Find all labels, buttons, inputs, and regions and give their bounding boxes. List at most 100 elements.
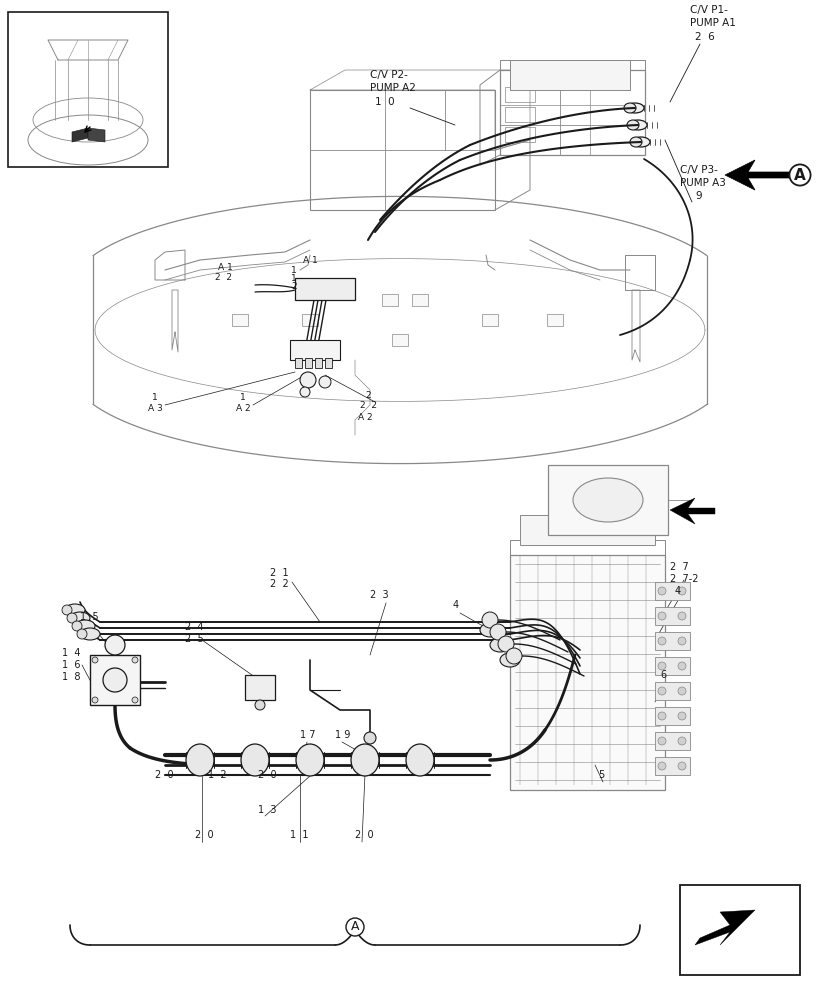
- Circle shape: [678, 737, 686, 745]
- Bar: [655, 707, 690, 725]
- Bar: [505, 87, 535, 102]
- Bar: [392, 334, 408, 346]
- Circle shape: [77, 629, 87, 639]
- Ellipse shape: [626, 103, 644, 113]
- Circle shape: [103, 668, 127, 692]
- Ellipse shape: [75, 620, 95, 632]
- Circle shape: [482, 612, 498, 628]
- Text: 2  2: 2 2: [360, 401, 377, 410]
- Ellipse shape: [65, 604, 85, 616]
- Text: 2  2: 2 2: [270, 579, 289, 589]
- Text: 1  8: 1 8: [62, 672, 81, 682]
- Circle shape: [92, 697, 98, 703]
- Text: 5: 5: [598, 770, 605, 780]
- Bar: [655, 757, 690, 775]
- Ellipse shape: [480, 623, 500, 637]
- Text: 1  5: 1 5: [80, 612, 99, 622]
- Text: A 3: A 3: [148, 404, 162, 413]
- Bar: [655, 682, 690, 700]
- Circle shape: [105, 635, 125, 655]
- Text: 2  0: 2 0: [155, 770, 174, 780]
- Bar: [655, 732, 690, 750]
- Bar: [382, 294, 398, 306]
- Text: 4: 4: [453, 600, 459, 610]
- Bar: [500, 70, 645, 155]
- Bar: [302, 314, 318, 326]
- Polygon shape: [695, 910, 755, 945]
- Bar: [310, 90, 495, 210]
- Circle shape: [658, 687, 666, 695]
- Circle shape: [658, 662, 666, 670]
- Bar: [295, 278, 355, 300]
- Circle shape: [62, 605, 72, 615]
- Text: 1  4: 1 4: [62, 648, 81, 658]
- Circle shape: [92, 657, 98, 663]
- Text: 2  6: 2 6: [695, 32, 715, 42]
- Text: 1  2: 1 2: [208, 770, 227, 780]
- Circle shape: [300, 387, 310, 397]
- Circle shape: [506, 648, 522, 664]
- Bar: [655, 657, 690, 675]
- Text: 1: 1: [152, 393, 157, 402]
- Bar: [680, 885, 800, 975]
- Circle shape: [658, 612, 666, 620]
- Text: C/V P2-: C/V P2-: [370, 70, 408, 80]
- Bar: [548, 465, 668, 535]
- Text: A 1: A 1: [218, 263, 233, 272]
- Circle shape: [658, 762, 666, 770]
- Text: 1  3: 1 3: [258, 805, 277, 815]
- Text: 2  7: 2 7: [670, 562, 689, 572]
- Bar: [325, 358, 332, 368]
- Circle shape: [67, 613, 77, 623]
- Text: 2  0: 2 0: [258, 770, 277, 780]
- Text: 9: 9: [695, 191, 702, 201]
- Circle shape: [72, 621, 82, 631]
- Ellipse shape: [70, 612, 90, 624]
- Text: PUMP A3: PUMP A3: [680, 178, 726, 188]
- Text: 2  3: 2 3: [370, 590, 388, 600]
- Ellipse shape: [629, 120, 647, 130]
- Text: 1: 1: [291, 266, 297, 275]
- Text: 6: 6: [660, 670, 666, 680]
- Text: PUMP A2: PUMP A2: [370, 83, 416, 93]
- Text: A: A: [794, 167, 806, 182]
- Circle shape: [364, 732, 376, 744]
- Ellipse shape: [186, 744, 214, 776]
- Bar: [655, 632, 690, 650]
- Ellipse shape: [632, 137, 650, 147]
- Text: 1  0: 1 0: [375, 97, 395, 107]
- Ellipse shape: [630, 137, 642, 147]
- Text: C/V P1-: C/V P1-: [690, 5, 728, 15]
- Polygon shape: [72, 128, 88, 142]
- Text: C/V P3-: C/V P3-: [680, 165, 718, 175]
- Bar: [232, 314, 248, 326]
- Circle shape: [678, 662, 686, 670]
- Bar: [305, 358, 312, 368]
- Bar: [412, 294, 428, 306]
- Bar: [315, 358, 322, 368]
- Circle shape: [300, 372, 316, 388]
- Circle shape: [658, 637, 666, 645]
- Circle shape: [498, 636, 514, 652]
- Ellipse shape: [624, 103, 636, 113]
- Circle shape: [658, 737, 666, 745]
- Text: 1: 1: [240, 393, 246, 402]
- Text: 2  2: 2 2: [215, 273, 232, 282]
- Circle shape: [658, 712, 666, 720]
- Text: 2  5: 2 5: [185, 634, 204, 644]
- Bar: [655, 582, 690, 600]
- Bar: [520, 515, 655, 545]
- Text: A 1: A 1: [303, 256, 317, 265]
- Text: 2  0: 2 0: [195, 830, 214, 840]
- Circle shape: [678, 712, 686, 720]
- Circle shape: [490, 624, 506, 640]
- Ellipse shape: [296, 744, 324, 776]
- Circle shape: [678, 762, 686, 770]
- Bar: [8, 12, 168, 167]
- Text: 2  0: 2 0: [355, 830, 374, 840]
- Text: A 2: A 2: [358, 413, 373, 422]
- Bar: [510, 60, 630, 90]
- Circle shape: [319, 376, 331, 388]
- Text: 1 9: 1 9: [335, 730, 350, 740]
- Bar: [655, 607, 690, 625]
